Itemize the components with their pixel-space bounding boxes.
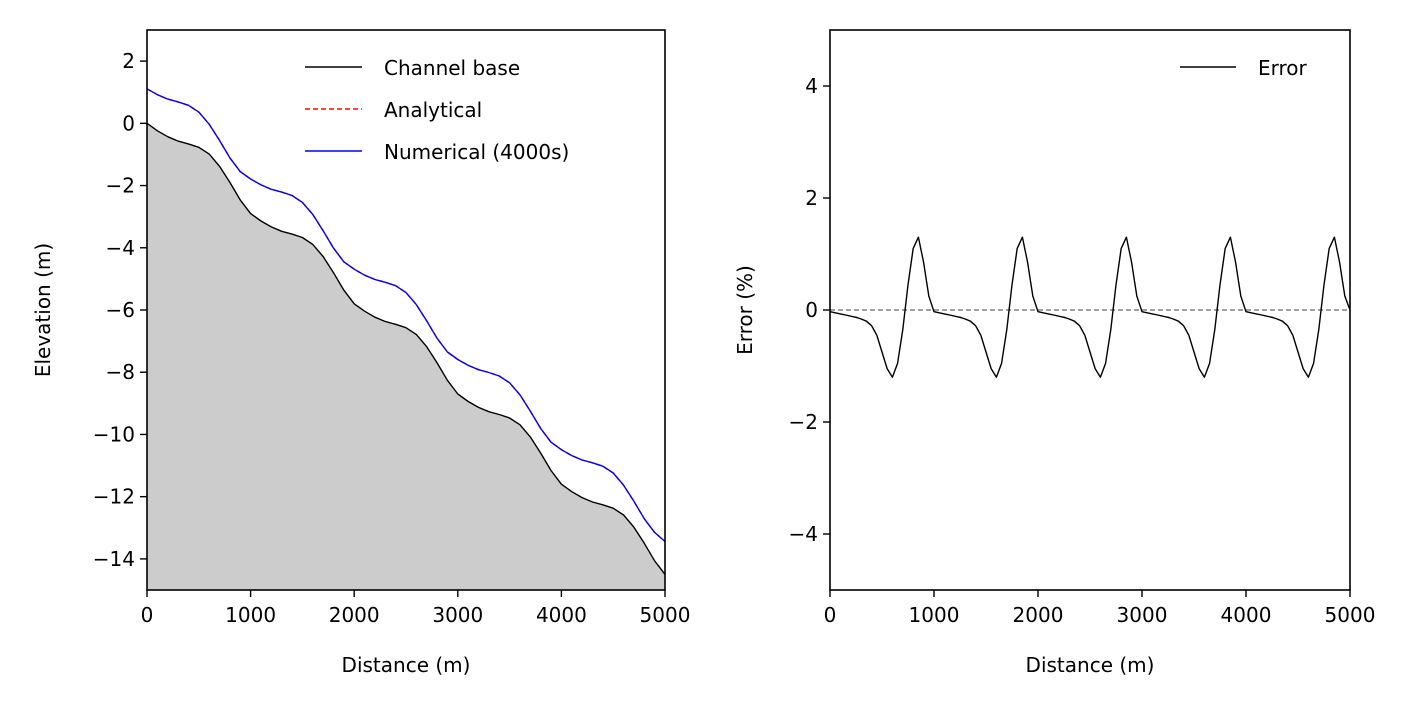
x-tick-label: 4000 bbox=[536, 603, 587, 627]
x-tick-label: 0 bbox=[824, 603, 837, 627]
legend: Error bbox=[1180, 56, 1308, 80]
x-tick-label: 1000 bbox=[909, 603, 960, 627]
y-tick-label: −2 bbox=[106, 174, 135, 198]
y-tick-label: −2 bbox=[789, 410, 818, 434]
y-tick-label: −4 bbox=[789, 522, 818, 546]
chart-panel-1: 0 1000 2000 3000 4000 5000 −14 −12 −10 −8 −6 −4 −2 0 2… bbox=[31, 29, 691, 677]
y-axis-label: Error (%) bbox=[733, 265, 757, 355]
x-tick-label: 5000 bbox=[640, 603, 691, 627]
x-axis-label: Distance (m) bbox=[342, 653, 471, 677]
fill-below-channel-base bbox=[147, 123, 665, 590]
chart-panel-2: 0 1000 2000 3000 4000 5000 −4 −2 0 2 4 Distance (m)… bbox=[733, 29, 1376, 677]
x-tick-label: 3000 bbox=[1117, 603, 1168, 627]
x-tick-label: 0 bbox=[141, 603, 154, 627]
legend-item: Analytical bbox=[305, 98, 482, 122]
x-axis-label: Distance (m) bbox=[1026, 653, 1155, 677]
series-line-channel-base bbox=[147, 122, 665, 575]
legend-item: Channel base bbox=[305, 56, 520, 80]
x-tick-label: 1000 bbox=[225, 603, 276, 627]
legend-item: Numerical (4000s) bbox=[305, 140, 569, 164]
y-tick-label: 0 bbox=[122, 111, 135, 135]
legend-item: Error bbox=[1180, 56, 1308, 80]
x-tick-label: 3000 bbox=[432, 603, 483, 627]
legend-label: Error bbox=[1258, 56, 1308, 80]
plot-area bbox=[830, 236, 1350, 378]
x-tick-label: 5000 bbox=[1325, 603, 1376, 627]
y-axis-label: Elevation (m) bbox=[31, 243, 55, 377]
y-tick-label: 2 bbox=[122, 49, 135, 73]
x-tick-label: 2000 bbox=[1013, 603, 1064, 627]
legend-label: Numerical (4000s) bbox=[384, 140, 569, 164]
y-tick-label: −4 bbox=[106, 236, 135, 260]
legend: Channel base Analytical Numerical (4000s) bbox=[305, 56, 569, 164]
plot-area bbox=[147, 88, 665, 590]
y-tick-label: −10 bbox=[93, 422, 135, 446]
y-tick-label: 2 bbox=[805, 186, 818, 210]
y-tick-label: −14 bbox=[93, 547, 135, 571]
y-tick-label: −12 bbox=[93, 485, 135, 509]
series-line-numerical-4000s bbox=[147, 88, 665, 543]
x-tick-label: 2000 bbox=[329, 603, 380, 627]
y-tick-label: 0 bbox=[805, 298, 818, 322]
legend-label: Channel base bbox=[384, 56, 520, 80]
series-line-error bbox=[830, 236, 1350, 378]
legend-label: Analytical bbox=[384, 98, 482, 122]
x-tick-label: 4000 bbox=[1221, 603, 1272, 627]
y-tick-label: 4 bbox=[805, 74, 818, 98]
y-tick-label: −8 bbox=[106, 360, 135, 384]
y-tick-label: −6 bbox=[106, 298, 135, 322]
